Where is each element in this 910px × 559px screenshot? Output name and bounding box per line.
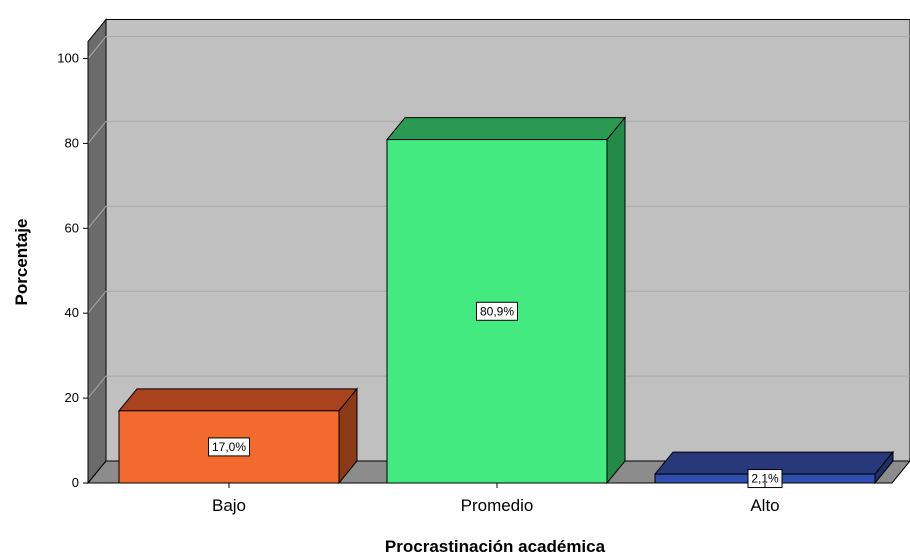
x-tick-label: Bajo [212,496,246,515]
bar-bajo: 17,0% [117,387,359,485]
gridline [87,290,910,314]
gridline [87,36,910,59]
bar-promedio: 80,9% [385,116,627,485]
y-tick-label: 60 [65,220,79,235]
y-axis-ticks: 0 20 40 60 80 100 [57,41,89,490]
gridline [87,120,910,144]
y-tick-label: 20 [65,390,79,405]
y-tick-label: 80 [65,135,79,150]
x-axis-categories: Bajo Promedio Alto [212,483,780,515]
bar-top-face [385,117,627,141]
y-tick-label: 0 [72,475,79,490]
bar-side-face [606,116,626,485]
side-wall [87,18,107,485]
data-label-box [476,301,518,321]
data-label: 80,9% [480,304,514,318]
bar-alto: 2,1% [653,450,895,489]
bars: 17,0% 80,9% 2,1% [117,116,895,489]
y-tick-label: 100 [57,51,79,66]
data-label-box [208,437,250,457]
bar-top-face [117,388,359,412]
gridline [87,375,910,399]
x-tick-label: Alto [750,496,779,515]
data-label: 17,0% [212,440,246,454]
data-label: 2,1% [751,472,779,486]
y-tick-label: 40 [65,305,79,320]
x-tick-label: Promedio [461,496,534,515]
y-axis-title: Porcentaje [12,219,31,306]
x-axis-title: Procrastinación académica [385,537,606,556]
gridline [87,205,910,229]
gridlines [87,36,910,399]
